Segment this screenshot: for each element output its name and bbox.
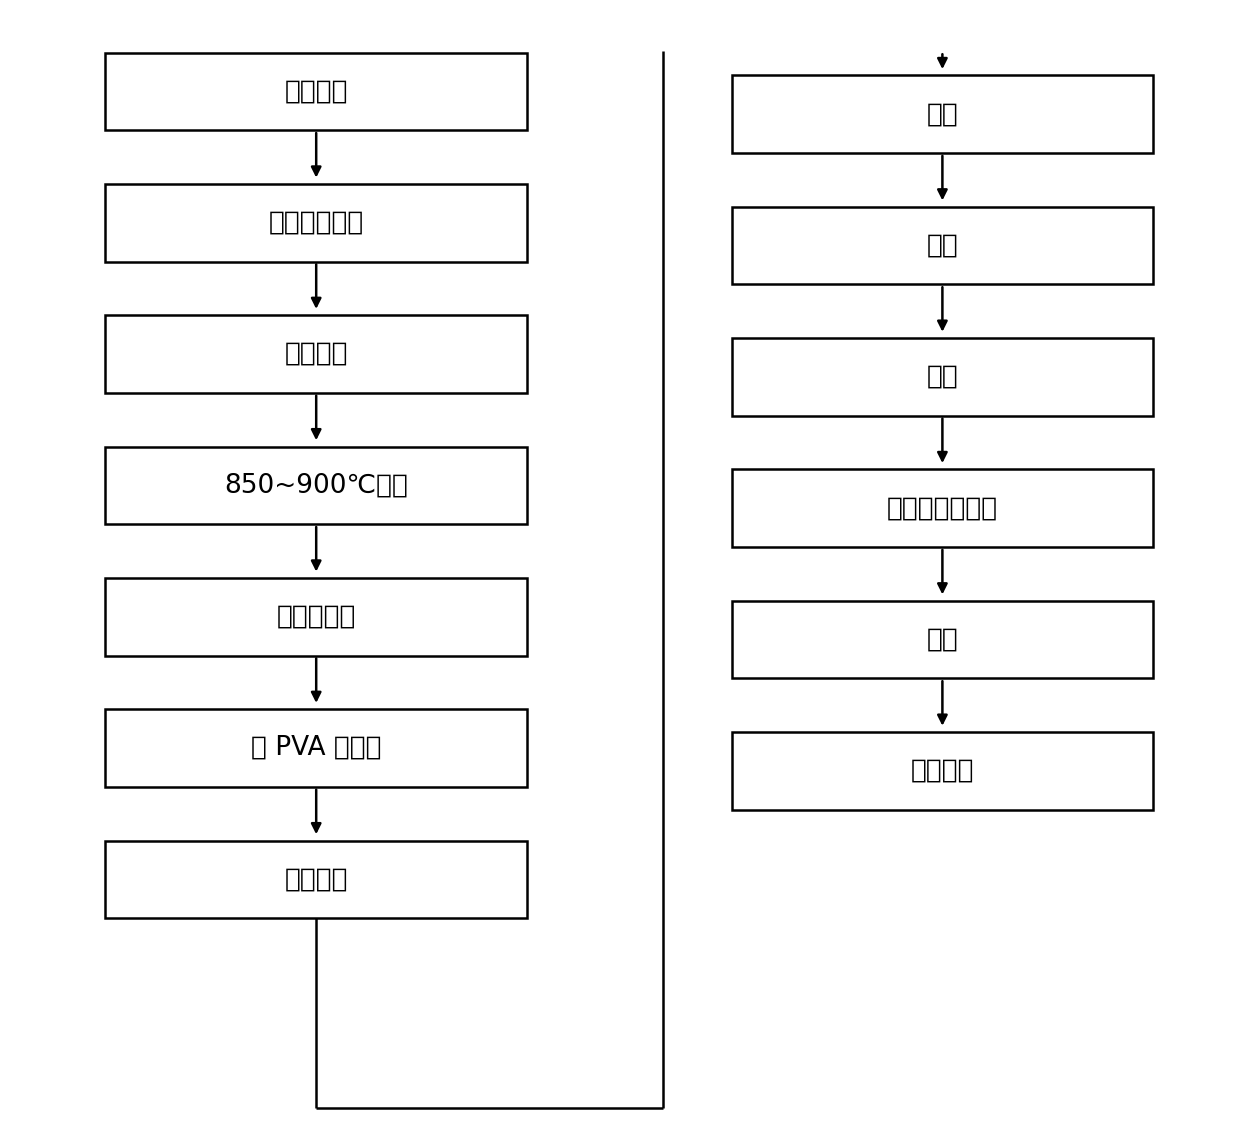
Bar	[732, 338, 1153, 416]
Text: 极化: 极化	[926, 627, 959, 652]
Text: 粉碎再球磨: 粉碎再球磨	[277, 604, 356, 629]
Text: 原料烘干: 原料烘干	[284, 79, 348, 104]
Bar	[105, 709, 527, 787]
Bar	[105, 841, 527, 918]
Text: 排胶: 排胶	[926, 102, 959, 127]
Bar	[732, 601, 1153, 678]
Bar	[105, 184, 527, 262]
Text: 性能测试: 性能测试	[910, 758, 975, 783]
Bar	[732, 469, 1153, 547]
Text: 球磨混料: 球磨混料	[284, 341, 348, 367]
Bar	[105, 53, 527, 130]
Bar	[732, 207, 1153, 284]
Text: 抛光: 抛光	[926, 364, 959, 389]
Text: 850~900℃预烧: 850~900℃预烧	[224, 473, 408, 498]
Bar	[105, 315, 527, 393]
Text: 加 PVA 黏合剂: 加 PVA 黏合剂	[250, 735, 382, 761]
Bar	[732, 75, 1153, 153]
Text: 压片成型: 压片成型	[284, 867, 348, 892]
Text: 烧结: 烧结	[926, 233, 959, 258]
Text: 涂银电极，烧银: 涂银电极，烧银	[887, 496, 998, 521]
Bar	[105, 578, 527, 656]
Bar	[732, 732, 1153, 810]
Text: 按计量比称量: 按计量比称量	[269, 210, 363, 235]
Bar	[105, 447, 527, 524]
